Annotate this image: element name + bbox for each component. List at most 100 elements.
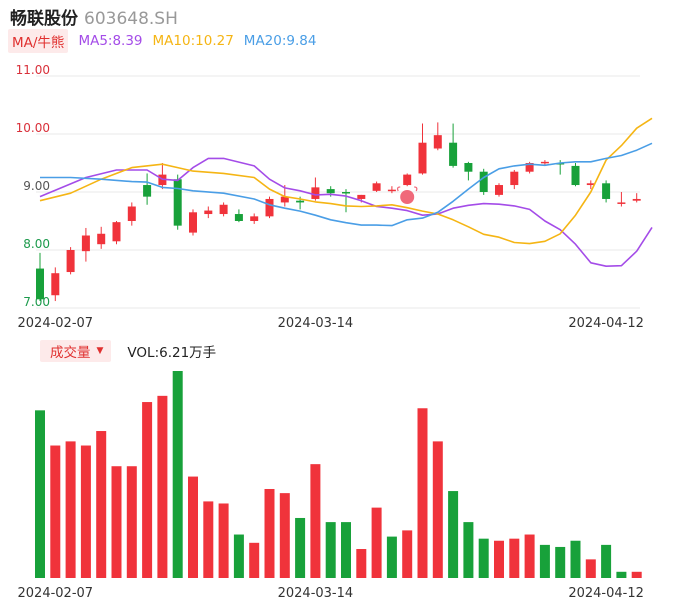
candle-body bbox=[204, 210, 213, 215]
volume-legend: 成交量 ▼ VOL:6.21万手 bbox=[40, 340, 217, 362]
volume-bar bbox=[35, 410, 45, 578]
candle-body bbox=[571, 165, 580, 186]
volume-bar bbox=[463, 522, 474, 578]
candle-body bbox=[189, 212, 197, 233]
candle-body bbox=[357, 194, 366, 199]
volume-bar bbox=[631, 571, 642, 578]
candle-body bbox=[495, 185, 503, 195]
candle-body bbox=[265, 198, 274, 217]
volume-bar bbox=[432, 441, 443, 578]
ma-legend: MA/牛熊 MA5:8.39 MA10:10.27 MA20:9.84 bbox=[8, 29, 317, 53]
candle-body bbox=[449, 142, 458, 166]
candle-body bbox=[97, 233, 106, 245]
candle-body bbox=[464, 163, 473, 172]
volume-bar bbox=[386, 536, 397, 578]
volume-bar bbox=[478, 538, 489, 578]
candle-body bbox=[66, 250, 75, 273]
volume-bar bbox=[249, 542, 260, 578]
volume-bar bbox=[80, 445, 91, 578]
bull-marker-icon bbox=[400, 190, 415, 204]
ma20-legend-item: MA20:9.84 bbox=[243, 33, 317, 49]
price-date-label: 2024-02-07 bbox=[18, 316, 94, 331]
candle-body bbox=[81, 235, 90, 252]
volume-bar bbox=[310, 464, 321, 578]
ma20-line bbox=[40, 142, 653, 227]
volume-bar bbox=[555, 546, 566, 578]
candle-body bbox=[632, 198, 641, 201]
volume-bar bbox=[601, 544, 612, 578]
volume-bar bbox=[295, 517, 306, 578]
ma5-legend-item: MA5:8.39 bbox=[78, 33, 143, 49]
volume-bar bbox=[203, 501, 214, 578]
candle-body bbox=[586, 183, 595, 186]
candle-body bbox=[387, 189, 396, 192]
price-date-label: 2024-03-14 bbox=[278, 316, 354, 331]
stock-name: 畅联股份 bbox=[10, 9, 78, 29]
volume-bar bbox=[616, 571, 627, 578]
volume-bar bbox=[402, 530, 413, 578]
candle-body bbox=[127, 206, 136, 221]
candle-body bbox=[617, 202, 626, 204]
volume-bar bbox=[585, 559, 596, 578]
volume-bar bbox=[448, 491, 459, 578]
volume-bar bbox=[50, 445, 61, 578]
candle-body bbox=[219, 204, 228, 215]
volume-bar bbox=[371, 507, 382, 578]
candle-body bbox=[173, 179, 182, 226]
volume-bar bbox=[325, 522, 336, 578]
stock-code: 603648.SH bbox=[84, 9, 178, 29]
price-date-label: 2024-04-12 bbox=[568, 316, 644, 331]
candle-body bbox=[602, 183, 611, 199]
stock-header: 畅联股份 603648.SH bbox=[10, 4, 178, 29]
candle-body bbox=[433, 135, 442, 149]
price-axis-tick-label: 11.00 bbox=[16, 63, 50, 77]
candle-body bbox=[311, 187, 320, 199]
volume-date-label: 2024-02-07 bbox=[18, 586, 94, 601]
ma-toggle-button[interactable]: MA/牛熊 bbox=[8, 29, 69, 53]
volume-value: VOL:6.21万手 bbox=[127, 345, 217, 361]
volume-indicator-dropdown[interactable]: 成交量 ▼ bbox=[40, 340, 112, 362]
candle-body bbox=[342, 192, 350, 194]
candle-body bbox=[112, 222, 121, 242]
candle-body bbox=[418, 142, 427, 174]
candle-body bbox=[36, 268, 44, 300]
volume-date-label: 2024-04-12 bbox=[568, 586, 644, 601]
volume-bar bbox=[524, 534, 535, 578]
volume-bar bbox=[279, 493, 290, 578]
volume-bar bbox=[188, 476, 198, 578]
volume-bar bbox=[539, 544, 550, 578]
volume-bar bbox=[111, 466, 122, 578]
price-axis-tick-label: 9.00 bbox=[23, 179, 50, 193]
volume-bar bbox=[570, 540, 581, 578]
volume-bar bbox=[417, 408, 428, 578]
volume-bar bbox=[264, 488, 275, 578]
price-axis-tick-label: 10.00 bbox=[16, 121, 50, 135]
volume-date-label: 2024-03-14 bbox=[278, 586, 354, 601]
ma10-legend-item: MA10:10.27 bbox=[152, 33, 234, 49]
volume-indicator-label: 成交量 bbox=[50, 345, 91, 361]
candle-body bbox=[326, 189, 335, 194]
volume-bar bbox=[65, 441, 76, 578]
volume-bar bbox=[218, 503, 229, 578]
candle-body bbox=[143, 185, 152, 197]
ma10-line bbox=[39, 117, 653, 245]
volume-bar bbox=[142, 402, 153, 578]
volume-bar bbox=[96, 431, 107, 578]
candle-body bbox=[372, 183, 381, 191]
volume-bar bbox=[356, 549, 367, 578]
volume-bar bbox=[126, 466, 137, 578]
candle-body bbox=[280, 196, 289, 203]
bull-horns-icon bbox=[396, 186, 418, 192]
volume-bar bbox=[233, 534, 244, 578]
candle-body bbox=[510, 171, 519, 186]
candle-body bbox=[250, 216, 259, 221]
candle-body bbox=[403, 174, 412, 186]
candle-body bbox=[540, 161, 549, 164]
caret-down-icon: ▼ bbox=[96, 346, 104, 356]
candle-body bbox=[296, 200, 305, 203]
volume-bar bbox=[494, 540, 504, 578]
candle-body bbox=[51, 273, 60, 296]
volume-bar bbox=[509, 538, 520, 578]
candle-body bbox=[525, 163, 534, 172]
